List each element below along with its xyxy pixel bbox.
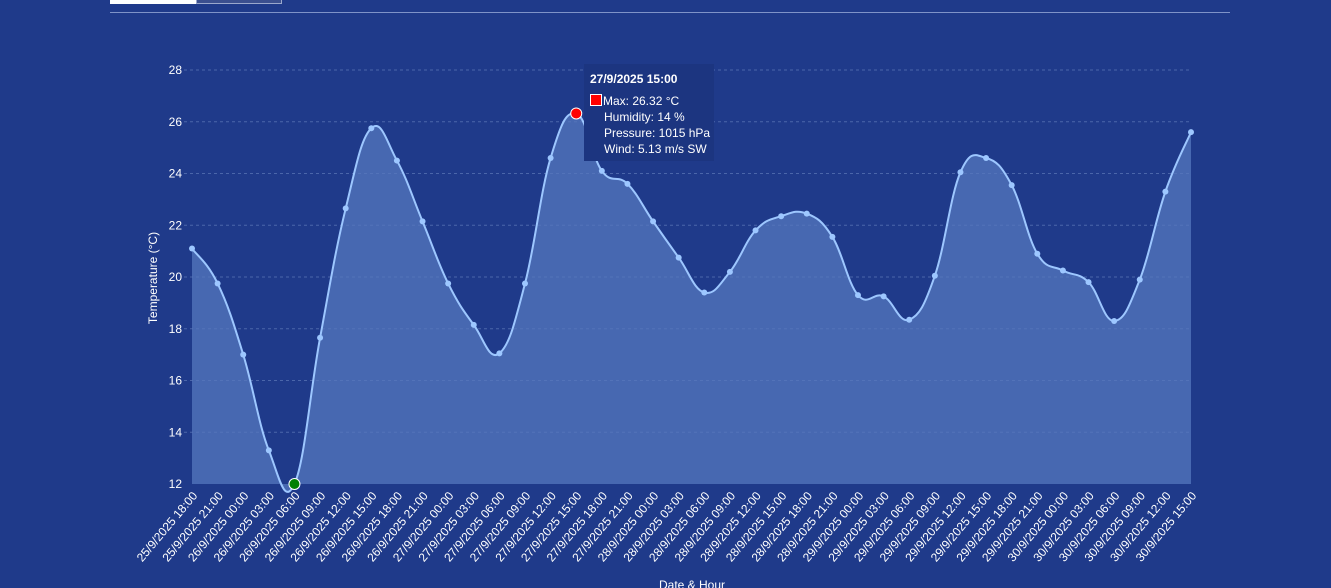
data-point[interactable] (368, 125, 375, 132)
data-point[interactable] (547, 154, 554, 161)
data-point[interactable] (1136, 276, 1143, 283)
data-point[interactable] (880, 293, 887, 300)
data-point[interactable] (598, 167, 605, 174)
data-point[interactable] (829, 233, 836, 240)
min-point[interactable] (288, 478, 301, 490)
data-point[interactable] (265, 447, 272, 454)
data-point[interactable] (906, 316, 913, 323)
data-point[interactable] (1034, 250, 1041, 257)
y-tick-label: 24 (169, 167, 183, 181)
data-point[interactable] (240, 351, 247, 358)
temperature-line (191, 112, 1192, 493)
y-tick-label: 28 (169, 63, 183, 77)
data-points[interactable] (189, 107, 1194, 490)
tab-inactive[interactable] (196, 0, 282, 4)
data-point[interactable] (189, 245, 195, 252)
tooltip-swatch (590, 94, 602, 106)
tooltip-line-humidity: Humidity: 14 % (604, 110, 685, 124)
data-point[interactable] (419, 218, 426, 225)
tooltip-line-wind: Wind: 5.13 m/s SW (604, 142, 707, 156)
data-point[interactable] (624, 180, 631, 187)
y-tick-label: 26 (169, 115, 183, 129)
x-axis-title: Date & Hour (659, 578, 725, 588)
tooltip-line-max: Max: 26.32 °C (590, 93, 714, 109)
data-point[interactable] (522, 280, 528, 287)
data-point[interactable] (778, 213, 785, 220)
data-point[interactable] (214, 280, 221, 287)
data-point[interactable] (1111, 317, 1118, 324)
data-point[interactable] (726, 268, 733, 275)
data-point[interactable] (1059, 267, 1066, 274)
y-tick-label: 14 (169, 425, 183, 439)
data-point[interactable] (931, 272, 938, 279)
tooltip-title: 27/9/2025 15:00 (590, 72, 678, 86)
data-point[interactable] (701, 289, 708, 296)
data-point[interactable] (983, 154, 990, 161)
data-point[interactable] (1162, 188, 1169, 195)
y-tick-label: 12 (169, 477, 183, 491)
data-point[interactable] (342, 205, 349, 212)
y-tick-label: 16 (169, 374, 183, 388)
data-point[interactable] (496, 350, 503, 357)
data-point[interactable] (675, 254, 682, 261)
data-point[interactable] (1188, 129, 1194, 136)
y-tick-label: 18 (169, 322, 183, 336)
data-point[interactable] (470, 321, 477, 328)
data-point[interactable] (317, 334, 324, 341)
tab-active[interactable] (110, 0, 196, 4)
y-axis-title: Temperature (°C) (146, 232, 160, 324)
data-point[interactable] (393, 157, 400, 164)
data-point[interactable] (650, 218, 657, 225)
data-point[interactable] (803, 210, 810, 217)
data-point[interactable] (855, 292, 861, 299)
tooltip-line-pressure: Pressure: 1015 hPa (604, 126, 711, 140)
y-tick-label: 22 (169, 218, 183, 232)
max-point[interactable] (570, 107, 583, 120)
data-point[interactable] (1008, 182, 1015, 189)
data-point[interactable] (752, 227, 759, 234)
header-divider (110, 12, 1230, 13)
y-axis-ticks: 12 14 16 18 20 22 24 26 28 (169, 63, 183, 491)
temperature-area (192, 113, 1191, 492)
y-tick-label: 20 (169, 270, 183, 284)
tooltip: 27/9/2025 15:00 Max: 26.32 °C Humidity: … (584, 64, 714, 161)
data-point[interactable] (957, 169, 964, 176)
data-point[interactable] (445, 280, 452, 287)
data-point[interactable] (1085, 279, 1092, 286)
